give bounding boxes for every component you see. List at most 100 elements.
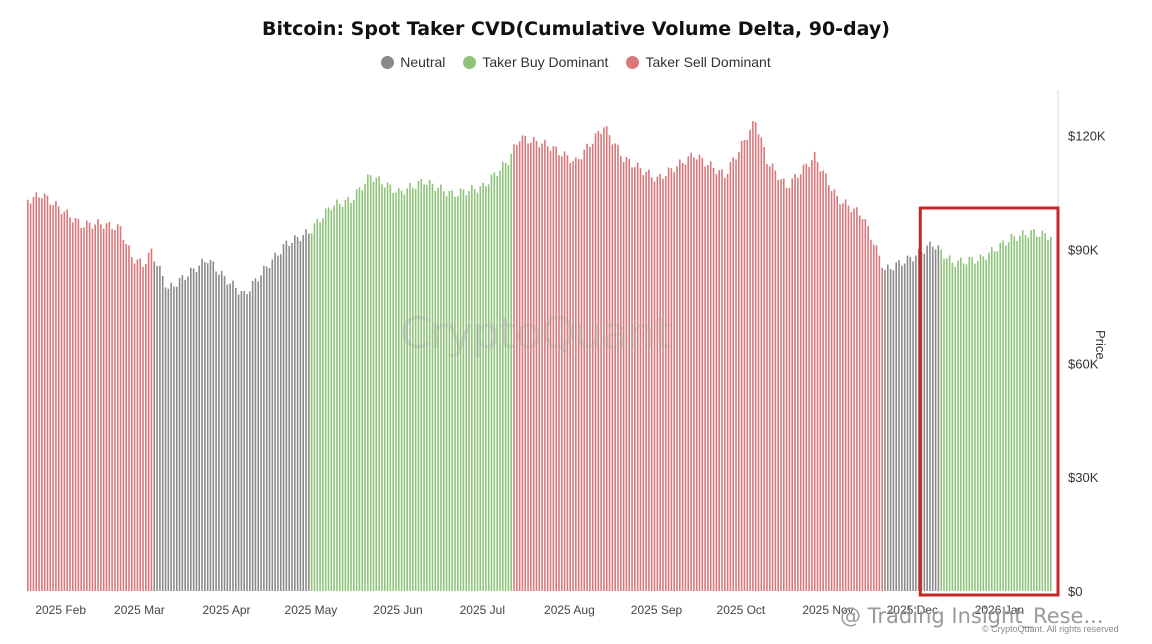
bar [656, 176, 659, 591]
bar [931, 246, 934, 591]
bar [111, 229, 113, 592]
bar [220, 270, 223, 591]
legend-item-neutral[interactable]: Neutral [381, 54, 445, 70]
bar [91, 228, 94, 591]
bar [35, 192, 38, 591]
highlight-box [918, 206, 1060, 597]
bar [802, 164, 805, 591]
bar [985, 259, 987, 591]
bar [785, 187, 788, 591]
bar [760, 137, 763, 592]
bar [147, 252, 150, 592]
bar [903, 263, 906, 591]
bar [350, 202, 352, 591]
bar [951, 262, 954, 591]
bar [532, 137, 535, 591]
bar [690, 152, 692, 591]
bar [962, 263, 965, 591]
bar [1047, 239, 1049, 591]
bar [192, 268, 195, 591]
bar [679, 159, 681, 591]
bar [43, 193, 46, 591]
bar [57, 206, 60, 591]
bar [881, 267, 883, 591]
bar [718, 170, 720, 591]
x-tick-label: 2025 Aug [544, 603, 595, 617]
bar [173, 286, 175, 591]
bar [1038, 236, 1041, 591]
x-tick-label: 2025 Sep [631, 603, 683, 617]
bar [440, 184, 442, 591]
legend-item-taker-buy[interactable]: Taker Buy Dominant [463, 54, 608, 70]
bar [583, 149, 586, 592]
bar [27, 199, 29, 591]
bar [63, 211, 66, 592]
bar [279, 254, 282, 591]
bar [704, 166, 706, 591]
bar [898, 260, 900, 591]
bar [369, 175, 372, 591]
bar [240, 291, 243, 591]
legend-item-taker-sell[interactable]: Taker Sell Dominant [626, 54, 771, 70]
bar [850, 212, 853, 591]
bar [479, 186, 482, 591]
bar [431, 183, 434, 592]
bar [603, 127, 605, 591]
bar [510, 153, 512, 592]
bar [915, 255, 917, 591]
bar [161, 275, 164, 591]
bar [389, 184, 392, 592]
bar [544, 139, 546, 591]
bar [1021, 230, 1024, 591]
bar [102, 228, 105, 591]
bar [965, 264, 968, 591]
bar [417, 181, 420, 591]
chart-title: Bitcoin: Spot Taker CVD(Cumulative Volum… [262, 18, 890, 40]
bar [406, 188, 409, 591]
bar [971, 257, 973, 591]
bar [133, 263, 136, 591]
bar [482, 182, 484, 592]
bar [670, 168, 673, 592]
bar [580, 159, 583, 591]
bar [423, 184, 425, 591]
bar [501, 161, 504, 591]
bar [875, 245, 878, 591]
bar [614, 143, 616, 591]
bar [136, 259, 139, 591]
bar [625, 156, 628, 591]
chart-legend: Neutral Taker Buy Dominant Taker Sell Do… [0, 54, 1152, 70]
bar [707, 165, 709, 591]
bar [867, 226, 869, 592]
bar [546, 146, 549, 591]
bar [861, 219, 864, 591]
bar [622, 162, 625, 591]
bar [353, 199, 355, 591]
bar [566, 155, 569, 592]
bar [976, 260, 979, 591]
bar [74, 218, 77, 591]
bar [1027, 237, 1030, 591]
bar [119, 226, 122, 591]
bar [344, 199, 347, 591]
bar [698, 154, 701, 591]
bar [358, 187, 361, 591]
bar [830, 191, 833, 592]
bar [555, 146, 557, 591]
bar [167, 288, 170, 591]
bar [378, 176, 380, 591]
bar [662, 178, 664, 591]
bar [319, 222, 321, 591]
bar [763, 147, 765, 591]
bar [336, 199, 338, 591]
bar [457, 196, 459, 591]
bar [181, 275, 184, 591]
bar [229, 283, 231, 591]
y-tick-label: $30K [1068, 470, 1099, 485]
bar [316, 218, 319, 592]
bar [549, 150, 552, 591]
x-tick-label: 2025 Mar [114, 603, 165, 617]
bar [757, 134, 760, 592]
bar [929, 241, 931, 591]
